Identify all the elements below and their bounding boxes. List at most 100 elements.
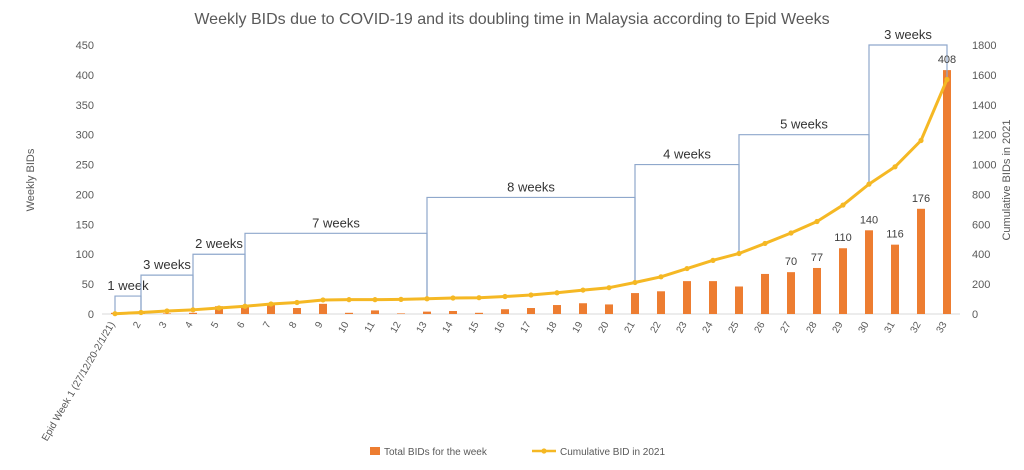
bar (761, 273, 769, 314)
data-label: 176 (912, 193, 930, 205)
y-tick-label: 50 (82, 279, 94, 291)
x-tick-label: 33 (935, 320, 950, 336)
doubling-label: 2 weeks (195, 236, 243, 251)
bar (631, 293, 639, 314)
cumulative-line (114, 78, 949, 316)
x-tick-label: 17 (519, 320, 534, 336)
x-tick-label: 29 (831, 320, 846, 336)
y2-tick-label: 1800 (972, 40, 996, 52)
x-tick-label: 20 (597, 320, 612, 336)
line-point (944, 76, 950, 83)
y-tick-label: 200 (76, 189, 94, 201)
line-point (242, 303, 248, 309)
doubling-label: 3 weeks (884, 27, 932, 42)
x-tick-label: 31 (883, 320, 898, 336)
line-point (372, 297, 378, 303)
line-point (138, 309, 144, 316)
line-point (268, 301, 274, 307)
legend-line-label: Cumulative BID in 2021 (560, 447, 665, 458)
x-tick-label: 9 (313, 320, 326, 331)
y-tick-label: 350 (76, 100, 94, 112)
x-tick-label: 11 (363, 320, 378, 335)
line-point (190, 307, 196, 313)
y2-tick-label: 400 (972, 249, 990, 261)
axes: 0 50 100 150 200 250 300 350 400 450 0 200 400 600 800… (40, 40, 996, 443)
bar (735, 286, 743, 314)
doubling-bracket (634, 163, 740, 283)
chart-title: Weekly BIDs due to COVID-19 and its doub… (194, 11, 829, 28)
bar (527, 308, 535, 314)
bar (553, 305, 561, 314)
line-point (736, 250, 742, 257)
doubling-time-brackets: 1 week 3 weeks 2 weeks 7 weeks 8 weeks 4 week… (107, 27, 948, 314)
x-tick-label: 16 (493, 320, 508, 336)
doubling-label: 5 weeks (780, 117, 828, 132)
legend-bar-label: Total BIDs for the week (384, 447, 488, 458)
x-tick-label: 8 (287, 320, 300, 331)
doubling-label: 3 weeks (143, 257, 191, 272)
y-tick-label: 250 (76, 160, 94, 172)
line-point (502, 293, 508, 300)
data-label: 110 (834, 232, 852, 244)
y2-tick-label: 200 (972, 279, 990, 291)
bar (501, 309, 509, 314)
y-tick-label: 450 (76, 40, 94, 52)
bar (163, 313, 171, 314)
x-tick-label: 7 (261, 320, 274, 331)
bar (293, 308, 301, 314)
bar (449, 311, 457, 314)
line-point (424, 296, 430, 302)
bar (397, 313, 405, 314)
y2-tick-label: 1400 (972, 100, 996, 112)
x-tick-label: 3 (157, 320, 170, 331)
y-tick-label: 0 (88, 309, 94, 321)
x-tick-label: 10 (337, 320, 352, 336)
x-tick-label: 14 (441, 320, 456, 336)
doubling-bracket (868, 44, 948, 185)
bar (813, 267, 821, 314)
line-point (840, 202, 846, 208)
bar (891, 244, 899, 314)
bar (943, 70, 951, 315)
doubling-bracket (426, 196, 636, 299)
doubling-label: 7 weeks (312, 215, 360, 230)
line-point (216, 305, 222, 311)
y2-tick-label: 800 (972, 189, 990, 201)
x-tick-label: 24 (701, 320, 716, 336)
x-tick-label: 30 (857, 320, 872, 336)
line-point (814, 218, 820, 225)
data-label: 140 (860, 214, 878, 226)
y2-tick-label: 600 (972, 219, 990, 231)
line-point (320, 297, 326, 303)
bar (605, 304, 613, 314)
line-point (398, 296, 404, 302)
x-tick-label: 27 (779, 320, 794, 336)
bar (865, 230, 873, 314)
data-label: 116 (886, 229, 904, 241)
y2-tick-label: 1600 (972, 70, 996, 82)
bar (475, 312, 483, 314)
legend-bar-swatch (370, 447, 380, 455)
doubling-label: 1 week (107, 278, 149, 293)
y-tick-label: 150 (76, 219, 94, 231)
line-point (892, 164, 898, 170)
doubling-bracket (244, 232, 428, 307)
bar (787, 272, 795, 314)
bar-series (111, 70, 951, 315)
line-point (554, 290, 560, 296)
doubling-label: 4 weeks (663, 147, 711, 162)
bar (839, 248, 847, 314)
line-series (112, 76, 950, 317)
x-tick-label: 22 (649, 320, 664, 336)
line-point (580, 287, 586, 293)
bar (267, 305, 275, 314)
bar (189, 312, 197, 314)
line-point (294, 299, 300, 306)
legend-line-marker (541, 448, 547, 454)
data-labels: 70 77 110 140 116 176 408 (785, 54, 956, 268)
x-tick-label: 28 (805, 320, 820, 336)
bar (579, 303, 587, 314)
line-point (164, 308, 170, 314)
